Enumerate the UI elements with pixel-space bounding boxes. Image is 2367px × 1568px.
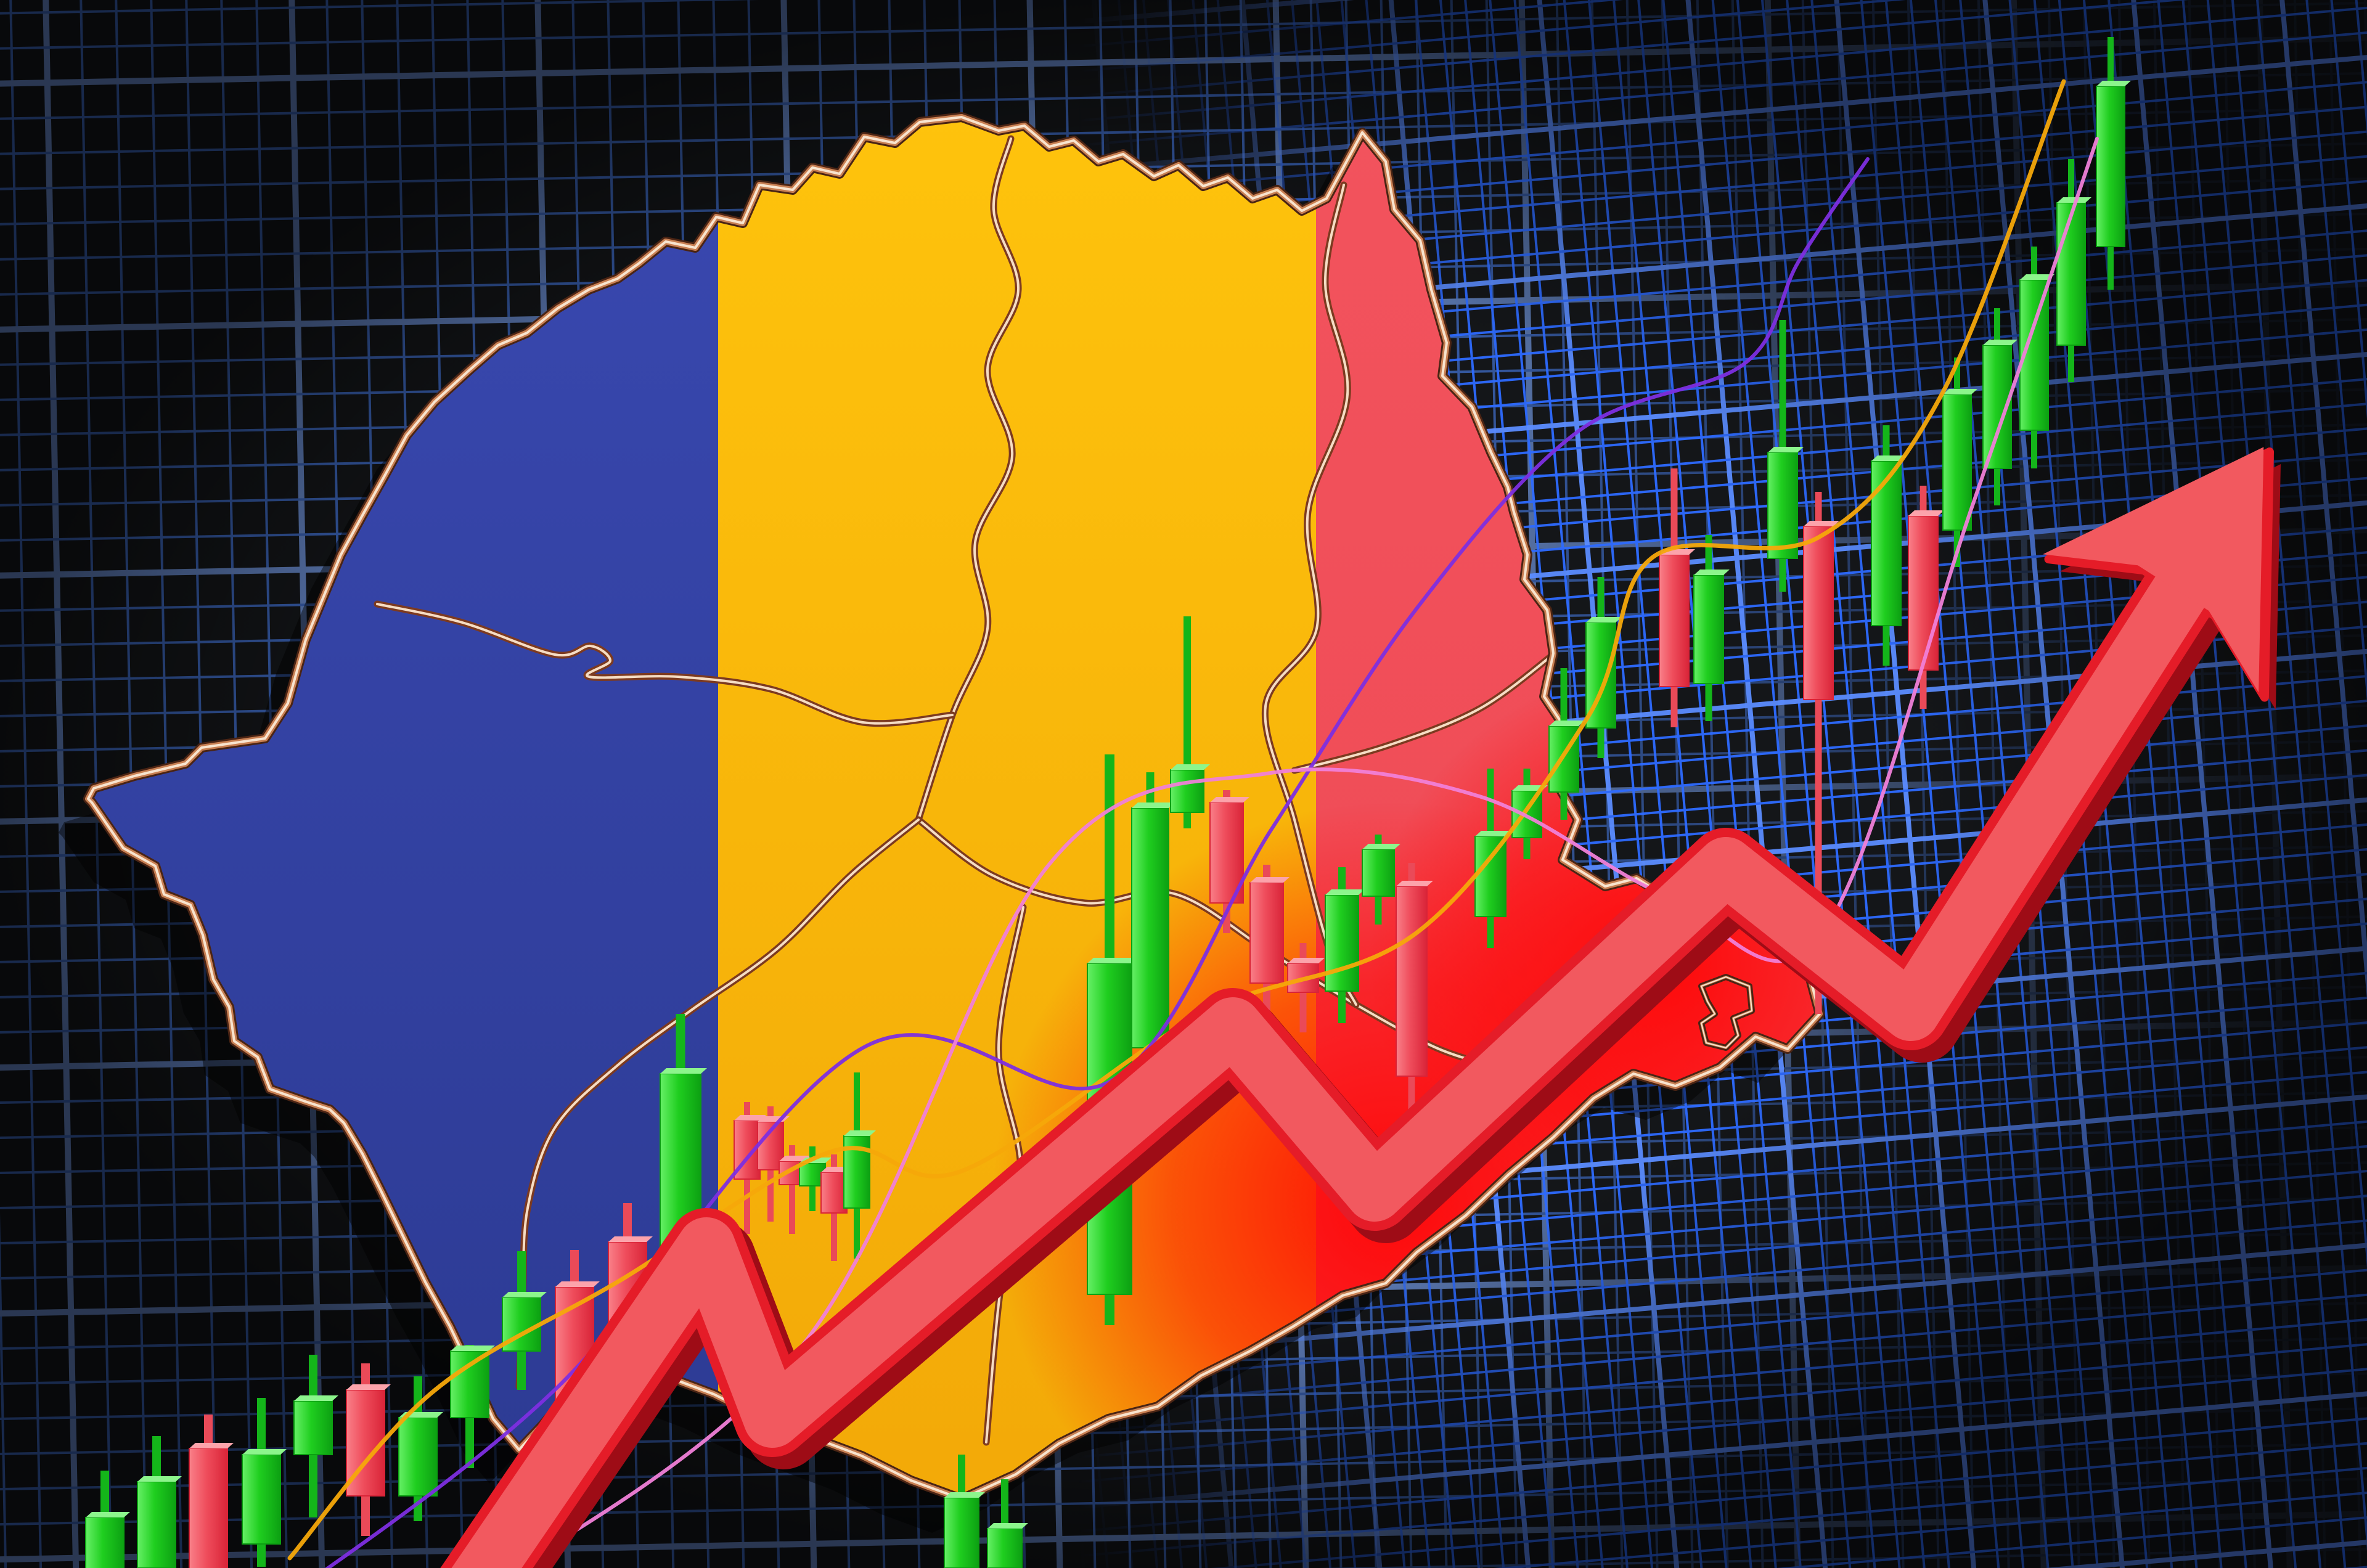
candlestick-up [1942, 357, 1977, 567]
candlestick-up [987, 1479, 1028, 1568]
candlestick-down [1908, 486, 1944, 709]
candlestick-up [944, 1455, 985, 1568]
candlestick-down [1249, 865, 1290, 1013]
candlestick-up [1693, 535, 1730, 721]
candlestick-down [189, 1415, 234, 1568]
candlestick-up [398, 1376, 443, 1521]
arrow-face [451, 520, 2237, 1568]
candlestick-up [85, 1471, 130, 1568]
pink-ma [511, 137, 2099, 1568]
candlestick-up [242, 1398, 287, 1567]
candlestick-up [1362, 835, 1400, 925]
candlestick-up [293, 1355, 338, 1517]
candlestick-up [2096, 37, 2131, 290]
candlestick-chart [85, 37, 2131, 1568]
candlestick-up [450, 1345, 495, 1468]
candlestick-down [1803, 492, 1839, 1014]
candlestick-up [137, 1436, 182, 1568]
candlestick-up [1170, 616, 1210, 828]
candlestick-down [1659, 468, 1695, 727]
candlestick-up [2056, 159, 2091, 382]
candlestick-down [1396, 863, 1433, 1109]
candlestick-down [820, 1154, 853, 1261]
map-outline [83, 112, 1825, 1504]
candlestick-up [1767, 320, 1804, 592]
yellow-ma [287, 79, 2066, 1561]
candlestick-down [346, 1363, 391, 1536]
candlestick-up [1325, 867, 1365, 1023]
arrow-head [2043, 447, 2264, 693]
candlestick-up [1131, 772, 1175, 1085]
growth-arrow [440, 447, 2281, 1568]
candlestick-down [1287, 943, 1325, 1032]
candlestick-up [2019, 247, 2054, 468]
